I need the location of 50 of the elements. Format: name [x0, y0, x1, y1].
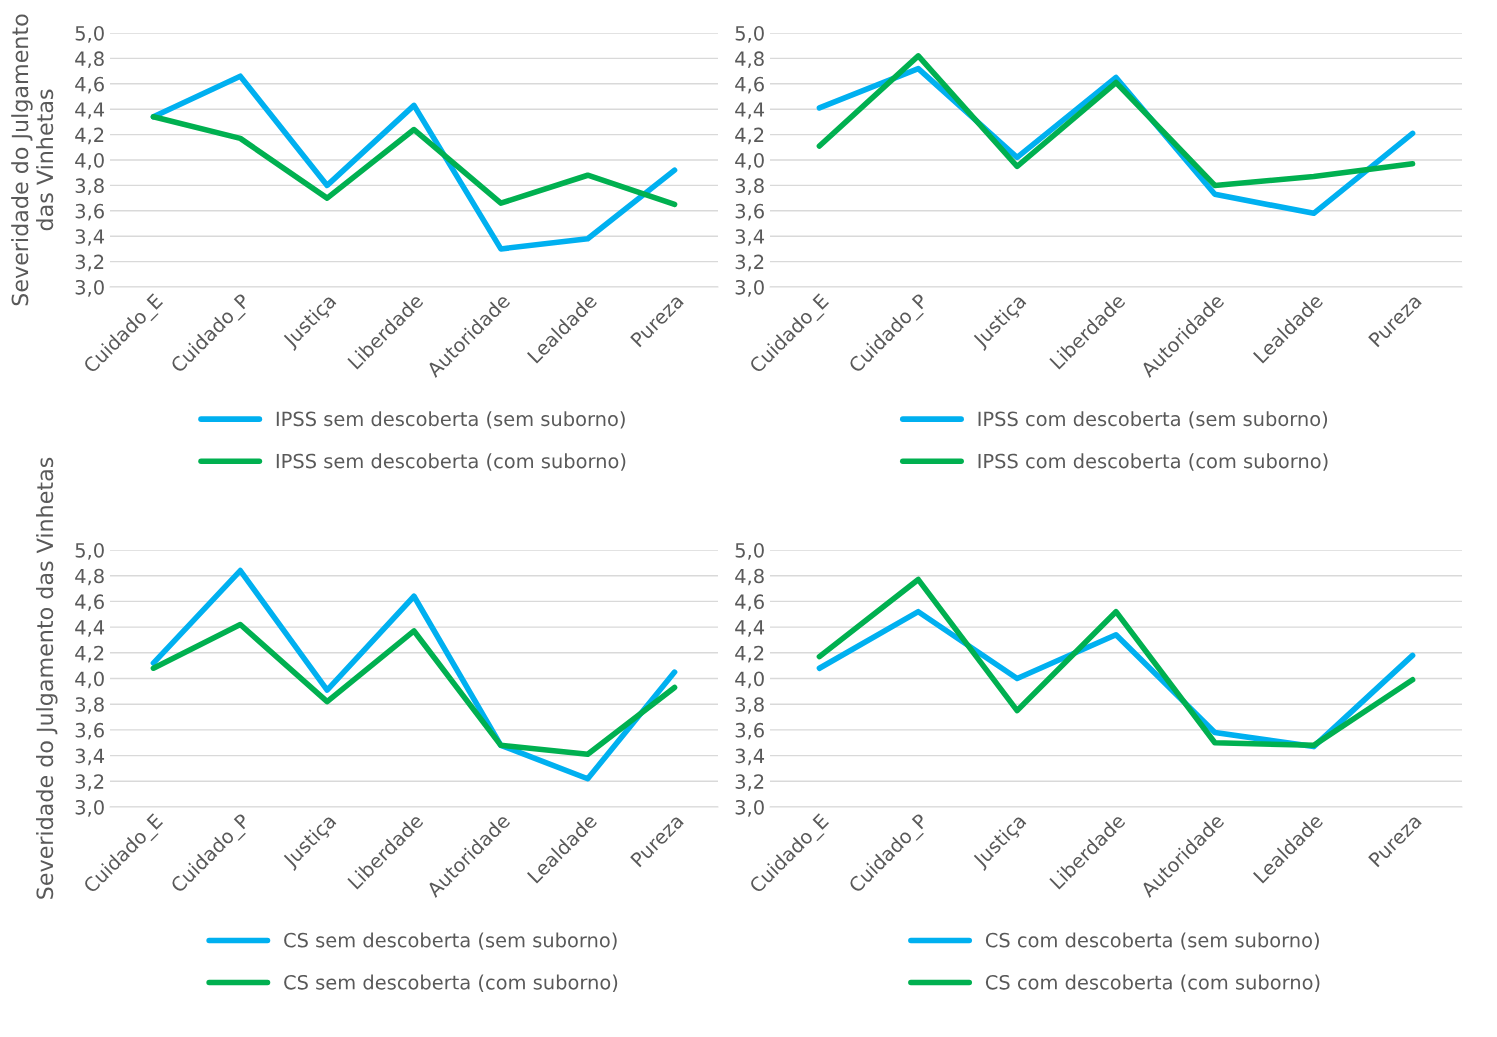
y-tick-label: 3,6 — [735, 722, 764, 740]
y-tick-label: 4,8 — [75, 51, 104, 69]
y-tick-label: 3,4 — [75, 229, 105, 246]
y-tick-label: 4,6 — [75, 594, 104, 612]
legend-label: IPSS sem descoberta (com suborno) — [276, 453, 626, 471]
y-tick-label: 3,8 — [75, 697, 104, 714]
y-tick-label: 3,8 — [735, 697, 764, 714]
legend-label: CS sem descoberta (sem suborno) — [284, 932, 617, 950]
y-tick-label: 4,0 — [735, 152, 764, 170]
legend-label: CS com descoberta (com suborno) — [985, 974, 1320, 992]
y-tick-label: 5,0 — [75, 542, 104, 560]
y-tick-label: 3,8 — [75, 178, 104, 196]
y-tick-label: 4,4 — [735, 620, 765, 637]
legend-label: CS com descoberta (sem suborno) — [985, 932, 1319, 950]
y-tick-label: 4,2 — [75, 645, 104, 663]
y-tick-label: 3,6 — [75, 203, 104, 221]
y-tick-label: 3,8 — [735, 178, 764, 196]
y-tick-label: 3,2 — [735, 254, 764, 272]
y-tick-label: 3,4 — [735, 229, 765, 246]
y-tick-label: 4,8 — [735, 568, 764, 586]
y-tick-label: 4,6 — [735, 76, 764, 94]
y-tick-label: 3,4 — [75, 748, 105, 766]
y-tick-label: 4,4 — [735, 102, 765, 119]
legend-label: CS sem descoberta (com suborno) — [284, 974, 618, 992]
y-tick-label: 5,0 — [75, 25, 104, 43]
y-tick-label: 5,0 — [735, 25, 764, 43]
y-tick-label: 3,6 — [75, 722, 104, 740]
y-tick-label: 4,4 — [75, 102, 105, 119]
y-tick-label: 4,8 — [75, 568, 104, 586]
y-tick-label: 3,2 — [75, 774, 104, 791]
y-tick-label: 3,6 — [735, 203, 764, 221]
y-axis-title: Severidade do Julgamento das Vinhetas — [11, 14, 54, 306]
legend-label: IPSS com descoberta (com suborno) — [978, 453, 1328, 471]
y-tick-label: 4,0 — [735, 671, 764, 689]
y-tick-label: 4,0 — [75, 671, 104, 689]
y-tick-label: 4,2 — [735, 645, 764, 663]
y-axis-title: Severidade do Julgamento das Vinhetas — [36, 457, 58, 899]
y-tick-label: 3,2 — [75, 254, 104, 272]
y-tick-label: 4,8 — [735, 51, 764, 69]
y-tick-label: 4,2 — [735, 127, 764, 145]
legend-label: IPSS com descoberta (sem suborno) — [978, 411, 1328, 429]
legend-label: IPSS sem descoberta (sem suborno) — [276, 411, 625, 429]
y-tick-label: 3,4 — [735, 748, 765, 766]
y-tick-label: 3,2 — [735, 774, 764, 791]
y-tick-label: 5,0 — [735, 542, 764, 560]
y-tick-label: 4,6 — [75, 76, 104, 94]
y-tick-label: 4,4 — [75, 620, 105, 637]
y-tick-label: 4,0 — [75, 152, 104, 170]
y-tick-label: 4,2 — [75, 127, 104, 145]
y-tick-label: 4,6 — [735, 594, 764, 612]
